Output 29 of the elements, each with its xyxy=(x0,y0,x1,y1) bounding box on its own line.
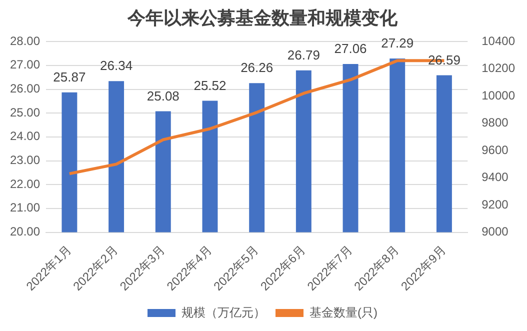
y-tick-label: 24.00 xyxy=(10,129,40,144)
data-label: 25.08 xyxy=(146,88,180,104)
y-tick-label: 26.00 xyxy=(10,82,40,96)
y-tick-label: 21.00 xyxy=(10,200,40,215)
y2-tick-label: 9600 xyxy=(482,142,509,157)
y2-tick-label: 9200 xyxy=(482,197,509,212)
y2-tick-label: 10200 xyxy=(482,61,516,76)
data-label: 26.59 xyxy=(428,52,460,68)
y2-tick-label: 9000 xyxy=(482,224,509,239)
y-tick-label: 22.00 xyxy=(10,176,40,191)
y-tick-label: 23.00 xyxy=(10,153,40,168)
legend-label: 基金数量(只) xyxy=(310,305,378,320)
y2-tick-label: 9800 xyxy=(482,116,509,130)
data-label: 25.52 xyxy=(194,78,226,93)
y2-tick-label: 9400 xyxy=(482,170,509,184)
y2-tick-label: 10400 xyxy=(482,34,516,48)
data-label: 26.34 xyxy=(100,58,133,74)
y-tick-label: 20.00 xyxy=(10,224,40,239)
chart-title: 今年以来公募基金数量和规模变化 xyxy=(126,8,398,28)
legend-label: 规模（万亿元） xyxy=(182,305,266,320)
data-label: 26.26 xyxy=(240,60,274,76)
y-tick-label: 25.00 xyxy=(10,105,40,120)
y-tick-label: 28.00 xyxy=(10,34,40,48)
data-label: 26.79 xyxy=(287,48,320,63)
data-label: 25.87 xyxy=(53,69,86,84)
data-label: 27.06 xyxy=(334,41,367,56)
data-label: 27.29 xyxy=(381,36,414,51)
y2-tick-label: 10000 xyxy=(482,88,516,102)
y-tick-label: 27.00 xyxy=(10,58,40,72)
